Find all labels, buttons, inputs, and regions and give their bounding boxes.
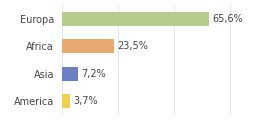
Text: 65,6%: 65,6% <box>212 14 243 24</box>
Bar <box>62 39 114 53</box>
Bar <box>62 12 209 26</box>
Text: 7,2%: 7,2% <box>81 69 106 79</box>
Text: 3,7%: 3,7% <box>73 96 98 106</box>
Bar <box>62 94 70 108</box>
Text: 23,5%: 23,5% <box>118 41 148 51</box>
Bar <box>62 67 78 81</box>
